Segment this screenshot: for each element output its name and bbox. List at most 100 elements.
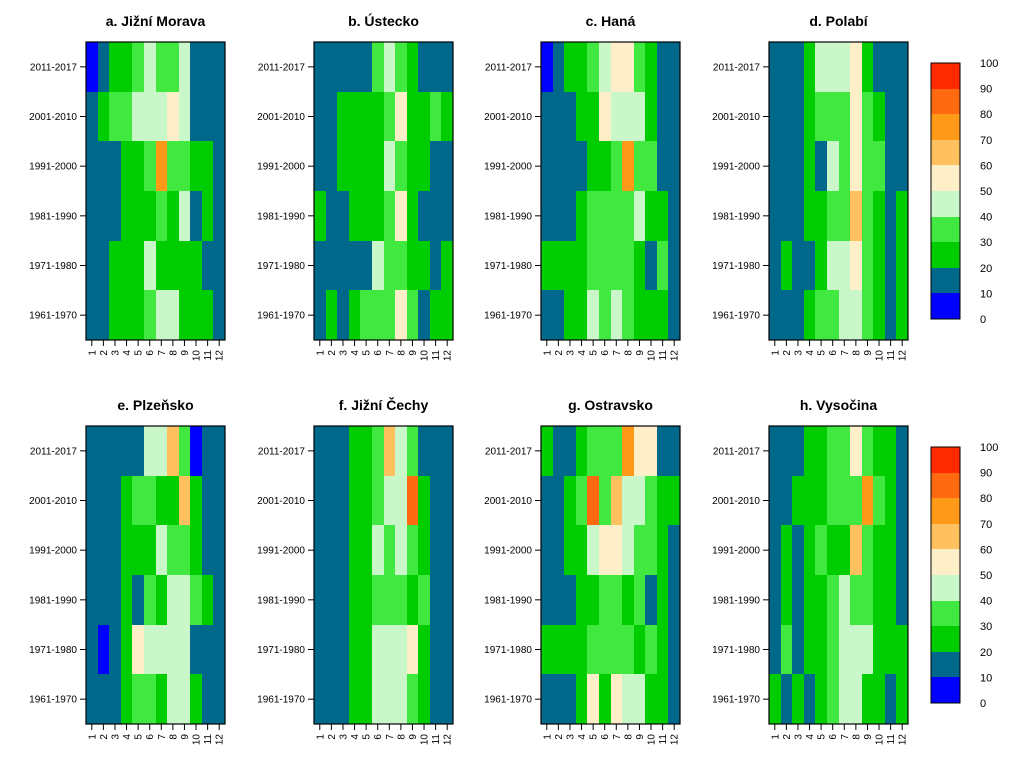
heat-cell [430, 42, 441, 92]
heat-cell [587, 625, 599, 674]
heat-cell [873, 290, 885, 340]
heat-cell [827, 191, 839, 241]
legend-swatch [931, 89, 960, 114]
heat-cell [839, 525, 850, 575]
heat-cell [418, 625, 430, 674]
heat-cell [850, 426, 862, 476]
heat-cell [576, 290, 587, 340]
legend-label: 80 [980, 109, 992, 121]
heat-cell [179, 92, 190, 141]
heat-cell [418, 42, 430, 92]
heat-cell [407, 674, 418, 724]
heat-cell [611, 241, 622, 290]
heat-cell [804, 92, 815, 141]
x-tick-label: 9 [635, 350, 646, 356]
legend-swatch [931, 293, 960, 319]
x-tick-label: 5 [362, 350, 373, 356]
heat-cell [418, 92, 430, 141]
heat-cell [896, 191, 908, 241]
heat-cell [430, 674, 441, 724]
heat-cell [213, 290, 225, 340]
legend-swatch [931, 63, 960, 89]
heat-cell [769, 191, 781, 241]
legend-label: 90 [980, 468, 992, 480]
y-tick-label: 1971-1980 [29, 261, 77, 272]
x-tick-label: 8 [623, 734, 634, 740]
heat-cell [86, 426, 98, 476]
heat-cell [657, 191, 668, 241]
legend-swatch [931, 114, 960, 140]
panel-frame [768, 425, 909, 725]
x-tick-label: 2 [327, 350, 338, 356]
heat-cell [611, 92, 622, 141]
heat-cell [576, 426, 587, 476]
heat-cell [769, 42, 781, 92]
heat-cell [634, 525, 645, 575]
heat-cell [668, 575, 680, 625]
heat-cell [213, 476, 225, 525]
heat-cell [121, 674, 132, 724]
heat-cell [668, 92, 680, 141]
heat-cell [792, 42, 804, 92]
legend-label: 70 [980, 519, 992, 531]
heat-cell [541, 575, 553, 625]
heat-cell [862, 625, 873, 674]
heat-cell [167, 241, 179, 290]
y-tick-label: 2001-2010 [29, 112, 77, 123]
heat-cell [360, 575, 372, 625]
heat-cell [611, 141, 622, 191]
heat-cell [86, 290, 98, 340]
heat-cell [792, 476, 804, 525]
heat-cell [804, 674, 815, 724]
panel-title: f. Jižní Čechy [339, 396, 429, 413]
heat-cell [815, 525, 827, 575]
heat-cell [781, 625, 792, 674]
heat-cell [179, 674, 190, 724]
x-tick-label: 1 [87, 734, 98, 740]
x-tick-label: 9 [408, 350, 419, 356]
heat-cell [132, 575, 144, 625]
heat-cell [781, 525, 792, 575]
heat-cell [862, 575, 873, 625]
heat-cell [668, 241, 680, 290]
x-tick-label: 10 [420, 350, 431, 362]
heat-cell [896, 241, 908, 290]
heat-cell [645, 241, 657, 290]
legend-label: 0 [980, 314, 986, 326]
x-tick-label: 3 [110, 350, 121, 356]
heat-cell [564, 191, 576, 241]
y-tick-label: 2011-2017 [258, 62, 306, 73]
heat-cell [314, 42, 326, 92]
heat-cell [314, 575, 326, 625]
heat-cell [657, 625, 668, 674]
legend-label: 100 [980, 58, 998, 70]
heat-cell [839, 92, 850, 141]
heat-cell [179, 625, 190, 674]
panel-2: b. Ústecko2011-20172001-20101991-2000198… [257, 12, 454, 361]
y-tick-label: 2001-2010 [257, 496, 305, 507]
heat-cell [839, 426, 850, 476]
heat-cell [564, 426, 576, 476]
heat-cell [553, 674, 564, 724]
x-tick-label: 5 [589, 734, 600, 740]
panel-frame [313, 41, 454, 341]
panel-5: e. Plzeňsko2011-20172001-20101991-200019… [29, 397, 226, 745]
y-tick-label: 1961-1970 [257, 695, 305, 706]
heat-cell [781, 42, 792, 92]
heat-cell [384, 92, 395, 141]
panel-title: b. Ústecko [348, 12, 419, 29]
legend-swatch [931, 575, 960, 601]
heat-cell [190, 575, 202, 625]
heat-cell [815, 191, 827, 241]
x-tick-label: 10 [875, 734, 886, 746]
heat-cell [441, 42, 453, 92]
heat-cell [202, 476, 213, 525]
x-tick-label: 9 [180, 734, 191, 740]
heat-cell [815, 42, 827, 92]
heat-cell [395, 141, 407, 191]
heat-cell [657, 290, 668, 340]
heat-cell [815, 476, 827, 525]
heat-cell [430, 241, 441, 290]
heat-cell [109, 92, 121, 141]
heat-cell [144, 92, 156, 141]
